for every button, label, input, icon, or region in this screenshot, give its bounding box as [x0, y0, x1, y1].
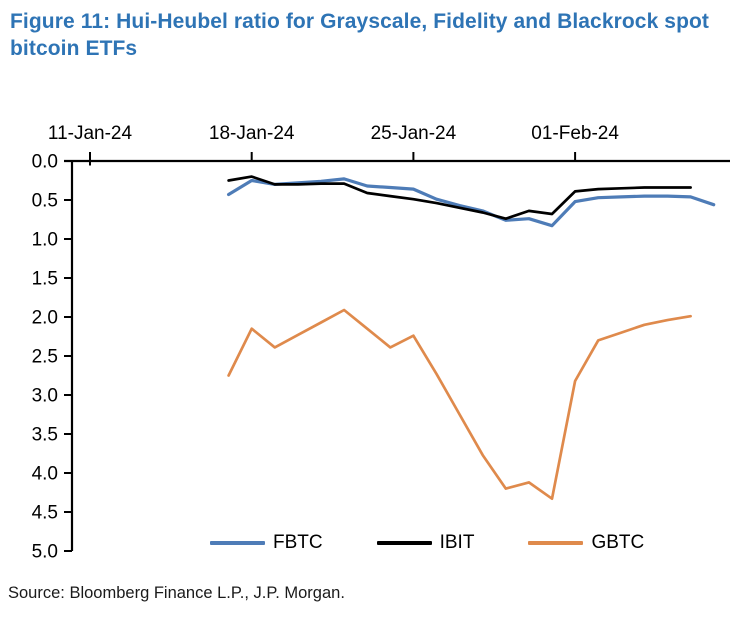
figure-title: Figure 11: Hui-Heubel ratio for Grayscal…	[10, 10, 710, 60]
x-tick-label: 25-Jan-24	[371, 123, 457, 144]
chart-legend: FBTC IBIT GBTC	[210, 531, 644, 555]
series-line-gbtc	[227, 308, 692, 501]
gbtc-line-sample	[528, 541, 584, 545]
y-tick-label: 4.0	[32, 464, 58, 485]
x-tick-label: 18-Jan-24	[209, 123, 295, 144]
y-tick-label: 4.5	[32, 503, 58, 524]
y-tick-label: 1.5	[32, 269, 58, 290]
hui-heubel-line-chart: 11-Jan-24 18-Jan-24 25-Jan-24 01-Feb-24 0.0 0…	[32, 123, 730, 563]
y-tick-label: 5.0	[32, 542, 58, 563]
y-tick-label: 2.0	[32, 308, 58, 329]
source-text: Source: Bloomberg Finance L.P., J.P. Mor…	[8, 584, 345, 602]
y-tick-label: 1.0	[32, 230, 58, 251]
legend-label-ibit: IBIT	[439, 532, 475, 553]
legend-label-gbtc: GBTC	[591, 532, 645, 553]
legend-item-gbtc: GBTC	[528, 532, 644, 554]
legend-item-fbtc: FBTC	[210, 532, 323, 554]
ibit-line-sample	[376, 541, 432, 545]
series-line-ibit	[227, 175, 692, 221]
y-tick-label: 3.5	[32, 425, 58, 446]
fbtc-line-sample	[210, 541, 265, 545]
y-tick-label: 0.5	[32, 191, 58, 212]
x-tick-label: 11-Jan-24	[48, 123, 133, 144]
legend-label-fbtc: FBTC	[273, 532, 323, 553]
series-line-fbtc	[227, 177, 716, 228]
legend-item-ibit: IBIT	[376, 532, 475, 554]
y-tick-label: 0.0	[32, 152, 58, 173]
x-tick-label: 01-Feb-24	[531, 123, 619, 144]
y-tick-label: 3.0	[32, 386, 58, 407]
y-tick-label: 2.5	[32, 347, 58, 368]
